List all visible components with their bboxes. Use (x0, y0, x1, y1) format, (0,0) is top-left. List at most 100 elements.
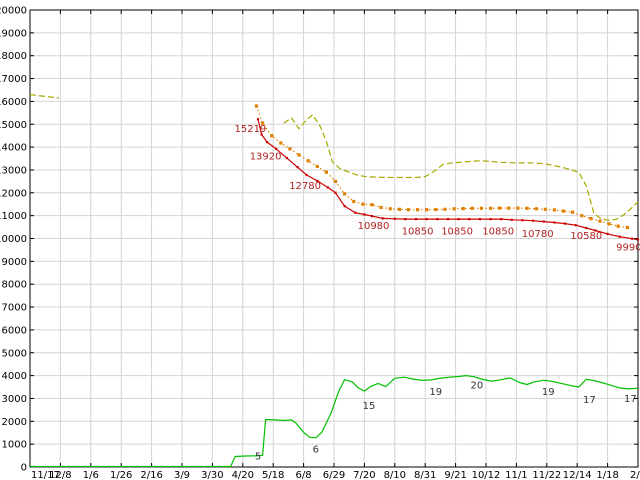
series-marker-orange-dotted (516, 206, 520, 210)
series-marker-orange-dotted (315, 164, 319, 169)
x-tick-label: 5/18 (262, 470, 284, 480)
series-marker-orange-dotted (333, 179, 338, 183)
series-marker-red-solid (343, 205, 346, 208)
series-marker-orange-dotted (589, 217, 593, 221)
data-label-count: 5 (255, 451, 261, 462)
x-tick-label: 1/18 (596, 470, 618, 480)
series-marker-red-solid (363, 213, 366, 216)
series-marker-red-solid (415, 218, 418, 221)
series-marker-red-solid (585, 226, 588, 230)
data-label-price: 10850 (402, 227, 434, 238)
x-tick-label: 12/8 (49, 470, 71, 480)
x-tick-label: 3/30 (201, 470, 223, 480)
series-marker-orange-dotted (607, 222, 611, 226)
y-tick-label: 14000 (0, 143, 27, 154)
y-tick-label: 3000 (2, 394, 27, 405)
series-marker-red-solid (285, 157, 288, 160)
series-marker-orange-dotted (254, 104, 259, 108)
data-label-price: 10850 (482, 227, 514, 238)
y-tick-label: 15000 (0, 120, 27, 131)
series-marker-orange-dotted (452, 207, 456, 211)
x-tick-label: 10/12 (472, 470, 501, 480)
y-tick-label: 1000 (2, 440, 27, 451)
series-marker-orange-dotted (324, 170, 328, 174)
data-label-count: 6 (313, 445, 319, 456)
data-label-count: 20 (471, 381, 484, 392)
x-tick-label: 9/21 (444, 470, 466, 480)
series-marker-orange-dotted (270, 134, 274, 138)
series-marker-red-solid (618, 235, 621, 238)
series-marker-red-solid (630, 237, 633, 240)
series-marker-orange-dotted (625, 225, 629, 230)
data-label-price: 15219 (234, 124, 266, 135)
y-tick-label: 19000 (0, 28, 27, 39)
series-marker-orange-dotted (288, 147, 292, 151)
data-label-count: 17 (583, 395, 596, 406)
x-tick-label: 2/8 (630, 470, 640, 480)
series-marker-red-solid (370, 215, 374, 218)
series-marker-orange-dotted (470, 206, 474, 210)
series-marker-orange-dotted (370, 203, 374, 207)
x-tick-label: 7/20 (353, 470, 375, 480)
series-olive-dashed-main (283, 114, 639, 221)
data-label-price: 10580 (570, 231, 602, 242)
series-marker-orange-dotted (279, 141, 283, 145)
series-marker-red-solid (500, 218, 503, 221)
series-marker-red-solid (478, 218, 481, 221)
x-tick-label: 11/22 (532, 470, 561, 480)
data-label-count: 17 (624, 394, 637, 405)
series-marker-orange-dotted (580, 214, 584, 218)
data-label-price: 12780 (289, 181, 321, 192)
series-marker-red-solid (606, 232, 609, 235)
series-marker-orange-dotted (461, 207, 465, 211)
series-marker-red-solid (574, 224, 577, 227)
x-tick-label: 4/20 (232, 470, 254, 480)
data-label-count: 19 (542, 387, 555, 398)
series-marker-red-solid (563, 222, 567, 225)
series-marker-orange-dotted (443, 207, 447, 211)
series-marker-red-solid (354, 211, 357, 214)
series-marker-red-solid (489, 218, 492, 221)
x-tick-label: 8/31 (414, 470, 436, 480)
series-marker-red-solid (553, 221, 556, 224)
x-tick-label: 1/6 (83, 470, 99, 480)
y-tick-label: 12000 (0, 188, 27, 199)
series-marker-orange-dotted (434, 207, 438, 212)
data-label-count: 15 (363, 401, 376, 412)
series-marker-orange-dotted (261, 121, 265, 125)
y-tick-label: 8000 (2, 280, 27, 291)
series-marker-red-solid (305, 173, 308, 177)
series-marker-red-solid (436, 218, 439, 221)
series-marker-red-solid (636, 238, 640, 241)
y-tick-label: 9000 (2, 257, 27, 268)
series-marker-orange-dotted (397, 207, 401, 211)
series-marker-red-solid (381, 217, 384, 220)
data-label-price: 9990 (616, 243, 640, 254)
series-marker-orange-dotted (507, 206, 511, 210)
series-marker-red-solid (326, 186, 329, 189)
x-tick-label: 11/17 (31, 470, 60, 480)
y-tick-label: 2000 (2, 417, 27, 428)
series-marker-orange-dotted (543, 207, 547, 211)
y-tick-label: 17000 (0, 74, 27, 85)
series-marker-red-solid (275, 147, 278, 150)
series-marker-orange-dotted (306, 159, 310, 163)
y-tick-label: 20000 (0, 6, 27, 17)
series-marker-orange-dotted (406, 208, 411, 212)
series-marker-orange-dotted (297, 153, 301, 157)
x-tick-label: 2/16 (140, 470, 162, 480)
series-marker-orange-dotted (571, 210, 575, 214)
series-marker-orange-dotted (352, 199, 356, 204)
x-tick-label: 6/29 (323, 470, 345, 480)
y-tick-label: 18000 (0, 51, 27, 62)
series-marker-red-solid (393, 217, 396, 220)
series-marker-red-solid (260, 133, 263, 136)
series-marker-red-solid (425, 218, 428, 221)
series-marker-orange-dotted (416, 208, 420, 212)
y-tick-label: 11000 (0, 211, 27, 222)
series-marker-orange-dotted (343, 192, 347, 196)
y-tick-label: 13000 (0, 165, 27, 176)
data-label-price: 10850 (441, 227, 473, 238)
series-marker-red-solid (446, 218, 450, 221)
